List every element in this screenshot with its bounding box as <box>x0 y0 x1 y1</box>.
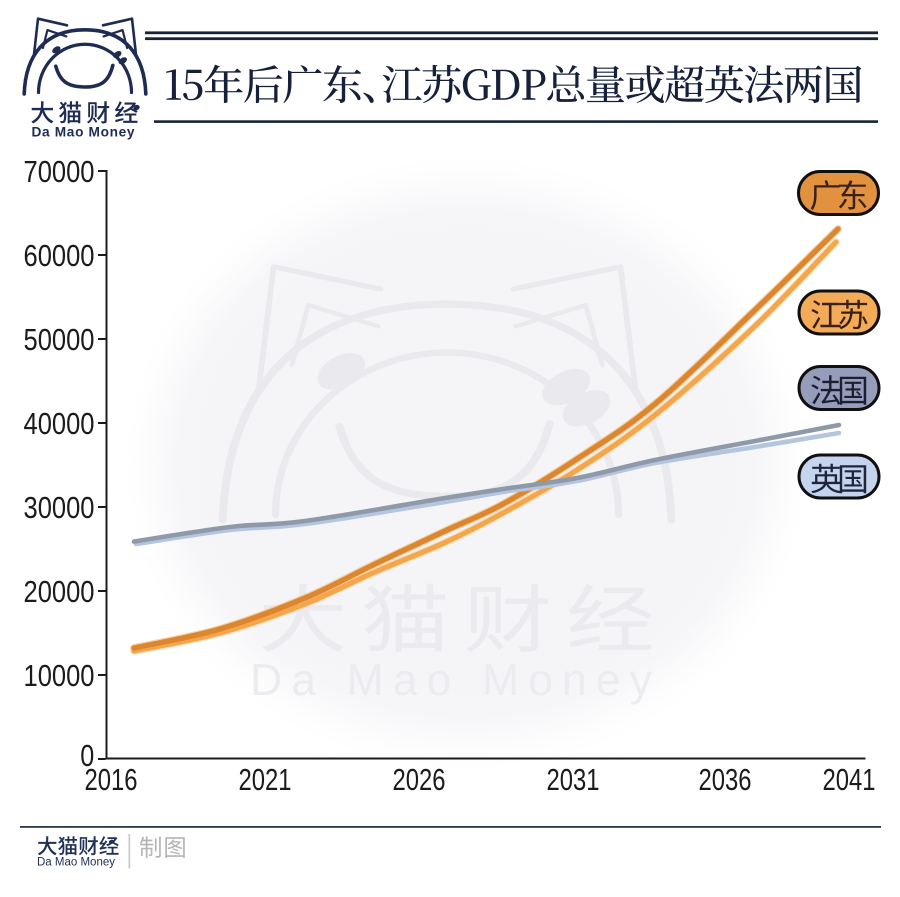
svg-text:Da Mao Money: Da Mao Money <box>32 124 135 139</box>
svg-text:70000: 70000 <box>24 155 95 189</box>
svg-text:2016: 2016 <box>85 763 138 797</box>
svg-text:2041: 2041 <box>823 763 876 797</box>
svg-text:Da Mao Money: Da Mao Money <box>37 857 115 869</box>
svg-text:60000: 60000 <box>24 239 95 273</box>
svg-text:2036: 2036 <box>699 763 752 797</box>
svg-text:50000: 50000 <box>24 323 95 357</box>
svg-text:20000: 20000 <box>24 575 95 609</box>
svg-text:0: 0 <box>80 739 94 773</box>
svg-text:2026: 2026 <box>393 763 446 797</box>
svg-text:10000: 10000 <box>24 659 95 693</box>
svg-text:2031: 2031 <box>547 763 600 797</box>
svg-text:30000: 30000 <box>24 491 95 525</box>
svg-text:2021: 2021 <box>239 763 292 797</box>
svg-text:40000: 40000 <box>24 407 95 441</box>
